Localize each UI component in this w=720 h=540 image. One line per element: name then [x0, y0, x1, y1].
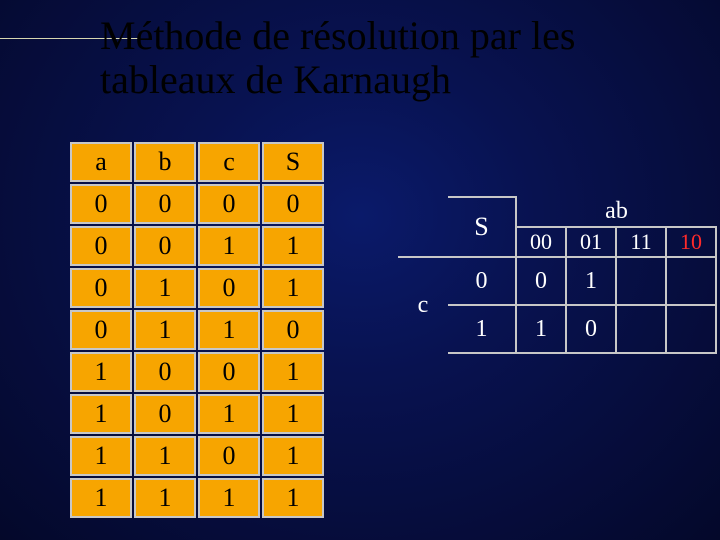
- col-header-c: c: [198, 142, 260, 182]
- kmap-row-label: 0: [448, 257, 516, 305]
- karnaugh-map: S ab 00 01 11 10 c 0 0 1 1 1 0: [398, 196, 717, 354]
- table-row: 0110: [70, 310, 324, 350]
- kmap-col-label: 10: [666, 227, 716, 257]
- kmap-output-label: S: [448, 197, 516, 257]
- kmap-col-label: 11: [616, 227, 666, 257]
- table-row: 0000: [70, 184, 324, 224]
- kmap-row-label: 1: [448, 305, 516, 353]
- kmap-cell: [666, 257, 716, 305]
- kmap-cell: 0: [566, 305, 616, 353]
- kmap-cell: [616, 257, 666, 305]
- kmap-col-label: 00: [516, 227, 566, 257]
- col-header-s: S: [262, 142, 324, 182]
- table-row: 0101: [70, 268, 324, 308]
- kmap-row-var-label: c: [398, 257, 448, 353]
- slide-title: Méthode de résolution par les tableaux d…: [100, 14, 660, 102]
- kmap-cell: 1: [516, 305, 566, 353]
- kmap-cell: 1: [566, 257, 616, 305]
- kmap-cell: [666, 305, 716, 353]
- table-row: 1111: [70, 478, 324, 518]
- table-row: 1011: [70, 394, 324, 434]
- kmap-c-spacer: [398, 197, 448, 257]
- truth-table: a b c S 0000 0011 0101 0110 1001 1011 11…: [68, 140, 326, 520]
- table-row: a b c S: [70, 142, 324, 182]
- table-row: 1101: [70, 436, 324, 476]
- col-header-a: a: [70, 142, 132, 182]
- table-row: 0011: [70, 226, 324, 266]
- kmap-cell: 0: [516, 257, 566, 305]
- kmap-col-var-label: ab: [516, 197, 716, 227]
- kmap-cell: [616, 305, 666, 353]
- table-row: 1001: [70, 352, 324, 392]
- kmap-col-label: 01: [566, 227, 616, 257]
- col-header-b: b: [134, 142, 196, 182]
